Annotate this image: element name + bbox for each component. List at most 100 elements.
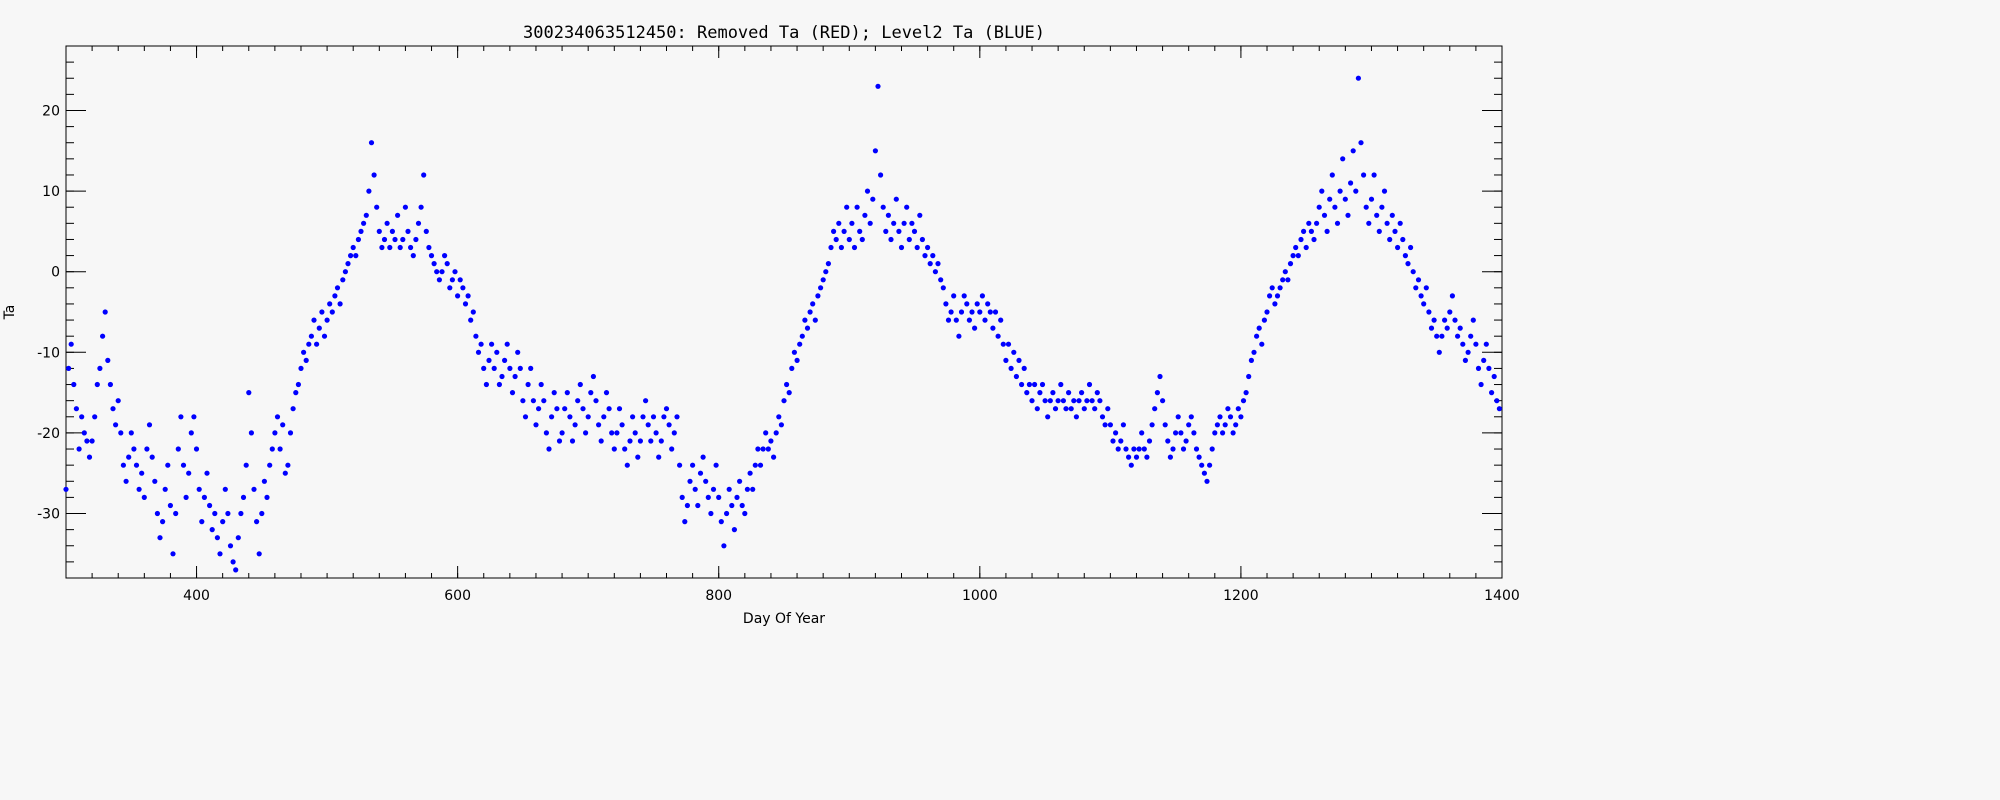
data-point <box>329 309 335 315</box>
data-point <box>922 253 928 259</box>
data-point <box>1457 325 1463 331</box>
data-point <box>402 204 408 210</box>
data-point <box>794 357 800 363</box>
data-point <box>1350 148 1356 154</box>
data-point <box>528 365 534 371</box>
data-point <box>679 494 685 500</box>
data-point <box>207 502 213 509</box>
data-point <box>287 430 294 436</box>
data-point <box>731 527 738 533</box>
data-point <box>559 430 565 436</box>
data-point <box>76 446 82 452</box>
data-point <box>614 430 620 436</box>
data-point <box>1366 220 1372 226</box>
data-point <box>1254 333 1260 339</box>
data-point <box>1368 196 1375 202</box>
data-point <box>272 430 278 436</box>
data-point <box>1230 430 1236 436</box>
data-point <box>1214 422 1220 428</box>
data-point <box>867 220 873 226</box>
data-point <box>1293 244 1299 251</box>
data-point <box>763 430 769 436</box>
data-point <box>293 390 299 396</box>
data-point <box>880 204 886 210</box>
data-point <box>1180 446 1187 452</box>
data-point <box>1392 228 1398 234</box>
data-point <box>1193 446 1200 452</box>
y-tick-label: 20 <box>42 103 60 119</box>
data-point <box>1217 414 1223 420</box>
data-point <box>951 293 957 299</box>
data-point <box>609 430 615 436</box>
data-point <box>836 220 842 226</box>
data-point <box>73 406 79 412</box>
data-point <box>911 228 918 234</box>
data-point <box>1434 333 1440 339</box>
data-point <box>1186 422 1192 428</box>
data-point <box>737 478 743 484</box>
data-point <box>554 406 560 412</box>
data-point <box>230 559 236 565</box>
data-point <box>400 236 406 243</box>
data-point <box>1442 317 1448 323</box>
data-point <box>436 277 442 283</box>
data-point <box>1191 430 1197 436</box>
data-point <box>671 430 677 436</box>
data-point <box>789 365 795 371</box>
data-point <box>551 390 557 396</box>
data-point <box>240 494 247 500</box>
data-point <box>455 293 461 299</box>
data-point <box>1285 277 1291 283</box>
data-point <box>1381 188 1388 194</box>
data-point <box>998 317 1004 323</box>
data-point <box>457 277 463 283</box>
data-point <box>321 333 328 339</box>
data-point <box>606 406 612 412</box>
plot-frame <box>65 45 1503 579</box>
data-point <box>643 398 649 404</box>
data-point <box>220 519 226 525</box>
data-point <box>1267 293 1273 299</box>
data-point <box>1475 365 1482 371</box>
data-point <box>371 172 377 178</box>
data-point <box>303 357 309 363</box>
data-point <box>311 317 317 323</box>
data-point <box>1439 333 1445 339</box>
x-tick-label: 600 <box>444 588 471 604</box>
data-point <box>167 502 173 509</box>
data-point <box>778 422 785 428</box>
data-point <box>1287 261 1294 267</box>
data-point <box>423 228 429 234</box>
data-point <box>1136 446 1142 452</box>
data-point <box>906 236 912 243</box>
data-point <box>439 269 445 275</box>
data-point <box>128 430 134 436</box>
data-point <box>107 381 113 388</box>
data-point <box>212 510 218 517</box>
data-point <box>1470 317 1476 323</box>
data-point <box>716 494 722 500</box>
data-point <box>624 462 630 468</box>
data-point <box>1462 357 1468 363</box>
data-point <box>191 414 197 420</box>
data-point <box>426 244 432 251</box>
data-point <box>1227 414 1234 420</box>
data-point <box>825 261 832 267</box>
data-point <box>1418 293 1424 299</box>
data-point <box>648 438 654 444</box>
data-point <box>81 430 87 436</box>
data-point <box>141 494 147 500</box>
data-point <box>133 462 140 468</box>
data-point <box>243 462 249 468</box>
data-point <box>1063 406 1069 412</box>
data-point <box>86 454 93 460</box>
data-point <box>475 349 482 355</box>
data-point <box>859 236 865 243</box>
data-point <box>1042 398 1048 404</box>
data-point <box>818 285 824 291</box>
data-point <box>1073 414 1079 420</box>
data-point <box>1207 462 1213 468</box>
data-point <box>666 422 672 428</box>
data-point <box>517 365 523 371</box>
data-point <box>1235 406 1241 412</box>
